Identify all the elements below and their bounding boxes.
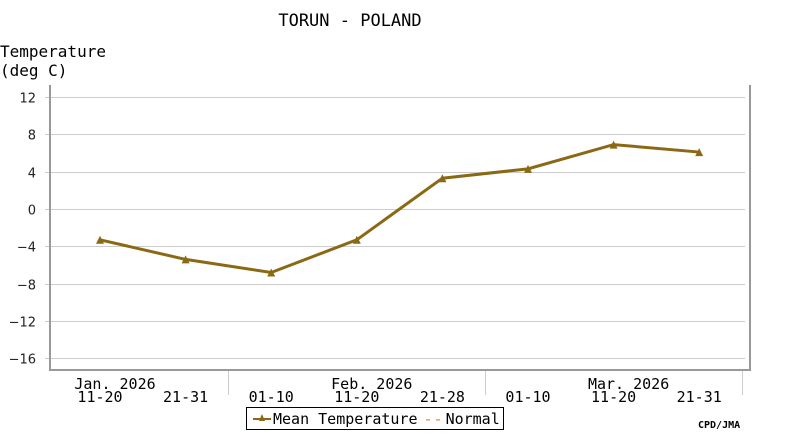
x-tick-label: 11-20 bbox=[591, 388, 636, 406]
chart-title: TORUN - POLAND bbox=[278, 11, 422, 31]
plot-left-border bbox=[49, 85, 51, 371]
y-tick-label: −4 bbox=[17, 241, 36, 256]
y-tick-label: −8 bbox=[17, 279, 36, 294]
y-axis-label-line2: (deg C) bbox=[0, 61, 68, 80]
month-label: Mar. 2026 bbox=[588, 375, 669, 393]
x-tick-label: 21-31 bbox=[677, 388, 722, 406]
credit-text: CPD/JMA bbox=[698, 420, 741, 431]
x-tick-label: 11-20 bbox=[334, 388, 379, 406]
x-tick-label: 21-28 bbox=[420, 388, 465, 406]
data-point-marker bbox=[96, 235, 104, 244]
y-tick-label: 0 bbox=[28, 204, 36, 219]
x-tick-label: 21-31 bbox=[163, 388, 208, 406]
legend: Mean Temperature -- Normal bbox=[246, 407, 504, 430]
data-point-marker bbox=[438, 174, 447, 183]
y-tick-label: 8 bbox=[28, 129, 36, 144]
y-tick-label: 4 bbox=[28, 167, 36, 182]
y-axis-label-line1: Temperature bbox=[0, 42, 106, 61]
y-axis-label: Temperature (deg C) bbox=[0, 42, 106, 80]
y-tick-label: 12 bbox=[19, 92, 36, 107]
data-point-marker bbox=[267, 268, 276, 277]
plot-right-border bbox=[749, 85, 751, 371]
legend-mean-label: Mean Temperature bbox=[273, 409, 418, 428]
mean-temperature-swatch-icon bbox=[253, 413, 271, 425]
x-tick-label: 11-20 bbox=[77, 388, 122, 406]
mean-temperature-line bbox=[99, 143, 700, 275]
x-tick-label: 01-10 bbox=[505, 388, 550, 406]
normal-swatch-icon: -- bbox=[423, 409, 444, 428]
month-label: Jan. 2026 bbox=[74, 375, 155, 393]
data-point-marker bbox=[695, 148, 704, 157]
y-tick-label: −16 bbox=[9, 353, 36, 368]
plot-bottom-border bbox=[49, 369, 751, 371]
data-point-marker bbox=[609, 140, 618, 149]
month-label: Feb. 2026 bbox=[331, 375, 412, 393]
y-tick-label: −12 bbox=[9, 316, 36, 331]
x-tick-label: 01-10 bbox=[249, 388, 294, 406]
data-point-marker bbox=[524, 164, 532, 173]
data-point-marker bbox=[352, 235, 361, 244]
data-point-marker bbox=[181, 255, 190, 264]
legend-normal-label: Normal bbox=[445, 409, 500, 428]
